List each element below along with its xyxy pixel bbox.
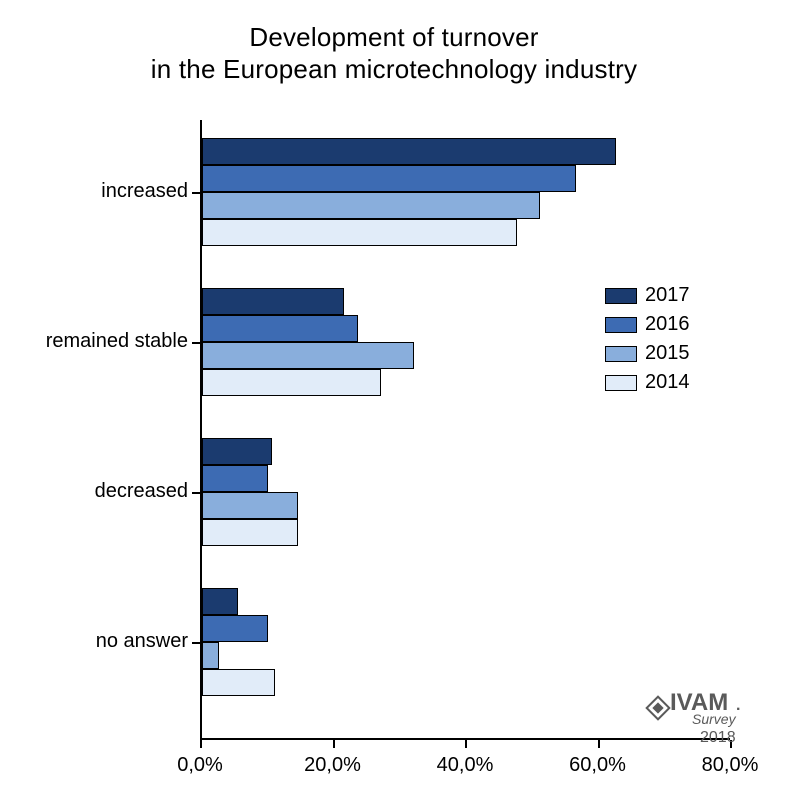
bar: [202, 165, 576, 192]
x-tick-label: 80,0%: [690, 754, 770, 777]
bar: [202, 315, 358, 342]
legend-item: 2015: [605, 342, 690, 365]
bar: [202, 588, 238, 615]
chart-title-line2: in the European microtechnology industry: [0, 54, 788, 85]
legend-label: 2015: [645, 342, 690, 365]
bar: [202, 519, 298, 546]
y-tick: [192, 642, 200, 644]
bar: [202, 369, 381, 396]
bar: [202, 219, 517, 246]
bar: [202, 438, 272, 465]
legend-swatch: [605, 288, 637, 304]
category-label: increased: [101, 180, 188, 203]
x-tick-label: 60,0%: [558, 754, 638, 777]
x-tick-label: 20,0%: [293, 754, 373, 777]
logo-year-text: 2018: [700, 729, 736, 746]
plot-area: 0,0%20,0%40,0%60,0%80,0%: [200, 120, 730, 740]
svg-text:.: .: [736, 697, 740, 714]
legend-label: 2014: [645, 371, 690, 394]
bar: [202, 288, 344, 315]
legend-swatch: [605, 375, 637, 391]
bar: [202, 138, 616, 165]
legend-swatch: [605, 346, 637, 362]
y-tick: [192, 492, 200, 494]
category-label: remained stable: [46, 330, 188, 353]
x-tick-label: 0,0%: [160, 754, 240, 777]
chart-title-line1: Development of turnover: [0, 22, 788, 53]
logo-sub-text: Survey: [692, 711, 737, 727]
source-logo: IVAM . Survey 2018: [640, 680, 760, 755]
x-tick: [200, 740, 202, 748]
bar: [202, 615, 268, 642]
legend-item: 2016: [605, 313, 690, 336]
x-tick: [598, 740, 600, 748]
legend: 2017 2016 2015 2014: [605, 284, 690, 400]
bar: [202, 192, 540, 219]
y-tick: [192, 192, 200, 194]
legend-item: 2014: [605, 371, 690, 394]
chart-container: Development of turnover in the European …: [0, 0, 788, 800]
x-tick: [333, 740, 335, 748]
category-label: decreased: [95, 480, 188, 503]
bar: [202, 669, 275, 696]
legend-label: 2017: [645, 284, 690, 307]
y-tick: [192, 342, 200, 344]
x-tick: [465, 740, 467, 748]
category-label: no answer: [96, 630, 188, 653]
legend-label: 2016: [645, 313, 690, 336]
bar: [202, 492, 298, 519]
legend-swatch: [605, 317, 637, 333]
bar: [202, 465, 268, 492]
legend-item: 2017: [605, 284, 690, 307]
x-tick-label: 40,0%: [425, 754, 505, 777]
bar: [202, 642, 219, 669]
bar: [202, 342, 414, 369]
